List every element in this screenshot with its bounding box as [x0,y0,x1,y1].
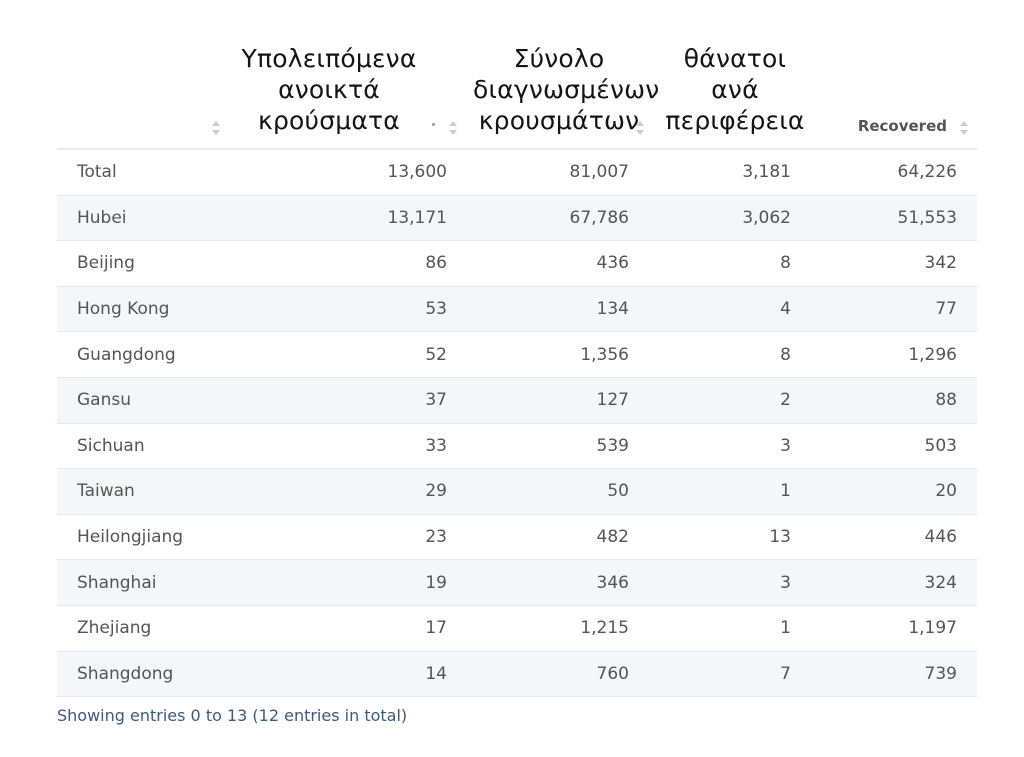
deaths-header-line: ανά [711,75,759,104]
total-cases-cell: 1,215 [463,605,645,652]
open-cases-cell: 23 [239,514,463,561]
total-cases-cell: 81,007 [463,149,645,196]
sort-icon[interactable] [448,120,458,136]
table-row: Guangdong 52 1,356 8 1,296 [57,331,977,378]
open-cases-cell: 14 [239,651,463,698]
table-row: Total 13,600 81,007 3,181 64,226 [57,149,977,196]
table-row: Shangdong 14 760 7 739 [57,651,977,698]
recovered-cell: 446 [825,514,977,561]
table-row: Gansu 37 127 2 88 [57,377,977,424]
region-cell: Shanghai [57,559,239,606]
open-cases-cell: 53 [239,286,463,333]
open-cases-header-line: ανοικτά [278,75,380,104]
sort-icon[interactable] [959,120,969,136]
deaths-cell: 2 [645,377,825,424]
table-row: Shanghai 19 346 3 324 [57,559,977,606]
table-row: Sichuan 33 539 3 503 [57,423,977,470]
recovered-cell: 77 [825,286,977,333]
open-cases-cell: 13,171 [239,195,463,242]
region-cell: Zhejiang [57,605,239,652]
total-cases-header-line: Σύνολο [513,44,605,73]
table-header-row: Υπολειπόμενα ανοικτά κρούσματα Σύνολο δι… [57,14,977,150]
region-cell: Hong Kong [57,286,239,333]
total-cases-cell: 50 [463,468,645,515]
table-row: Taiwan 29 50 1 20 [57,468,977,515]
data-table-container: Υπολειπόμενα ανοικτά κρούσματα Σύνολο δι… [57,14,977,698]
deaths-cell: 13 [645,514,825,561]
deaths-cell: 8 [645,240,825,287]
total-cases-cell: 346 [463,559,645,606]
region-cell: Beijing [57,240,239,287]
region-cell: Sichuan [57,423,239,470]
table-row: Hubei 13,171 67,786 3,062 51,553 [57,195,977,242]
deaths-cell: 7 [645,651,825,698]
total-cases-cell: 482 [463,514,645,561]
recovered-header-label: Recovered [857,117,947,135]
recovered-cell: 342 [825,240,977,287]
table-row: Hong Kong 53 134 4 77 [57,286,977,333]
sort-icon[interactable] [211,120,221,136]
deaths-cell: 3,062 [645,195,825,242]
open-cases-cell: 33 [239,423,463,470]
sort-icon[interactable] [635,120,645,136]
open-cases-header-line: κρούσματα [258,106,400,135]
table-info-text: Showing entries 0 to 13 (12 entries in t… [57,706,408,725]
deaths-cell: 1 [645,605,825,652]
recovered-cell: 51,553 [825,195,977,242]
table-body: Total 13,600 81,007 3,181 64,226 Hubei 13,171 6… [57,149,977,698]
deaths-cell: 3 [645,559,825,606]
region-cell: Taiwan [57,468,239,515]
deaths-cell: 8 [645,331,825,378]
recovered-cell: 1,197 [825,605,977,652]
column-header-total-cases[interactable]: Σύνολο διαγνωσμένων κρουσμάτων [463,14,660,150]
recovered-cell: 503 [825,423,977,470]
total-cases-cell: 127 [463,377,645,424]
recovered-cell: 1,296 [825,331,977,378]
deaths-cell: 3,181 [645,149,825,196]
open-cases-cell: 13,600 [239,149,463,196]
total-cases-cell: 134 [463,286,645,333]
total-cases-header-line: διαγνωσμένων [473,75,660,104]
open-cases-cell: 86 [239,240,463,287]
region-cell: Shangdong [57,651,239,698]
total-cases-cell: 1,356 [463,331,645,378]
total-cases-cell: 67,786 [463,195,645,242]
total-cases-cell: 760 [463,651,645,698]
region-cell: Heilongjiang [57,514,239,561]
region-cell: Gansu [57,377,239,424]
table-row: Zhejiang 17 1,215 1 1,197 [57,605,977,652]
recovered-cell: 88 [825,377,977,424]
recovered-cell: 739 [825,651,977,698]
column-header-recovered[interactable]: Recovered [825,14,977,150]
open-cases-cell: 52 [239,331,463,378]
total-cases-cell: 436 [463,240,645,287]
deaths-cell: 3 [645,423,825,470]
table-row: Beijing 86 436 8 342 [57,240,977,287]
open-cases-cell: 29 [239,468,463,515]
deaths-cell: 1 [645,468,825,515]
open-cases-cell: 17 [239,605,463,652]
deaths-header-line: περιφέρεια [665,106,805,135]
recovered-cell: 324 [825,559,977,606]
column-header-open-cases[interactable]: Υπολειπόμενα ανοικτά κρούσματα [239,14,463,150]
region-cell: Hubei [57,195,239,242]
column-header-region[interactable] [57,14,239,150]
deaths-cell: 4 [645,286,825,333]
region-cell: Total [57,149,239,196]
region-cell: Guangdong [57,331,239,378]
deaths-header-line: θάνατοι [683,44,787,73]
column-header-deaths[interactable]: θάνατοι ανά περιφέρεια [636,14,825,150]
open-cases-cell: 37 [239,377,463,424]
table-row: Heilongjiang 23 482 13 446 [57,514,977,561]
open-cases-header-line: Υπολειπόμενα [241,44,417,73]
recovered-cell: 64,226 [825,149,977,196]
total-cases-cell: 539 [463,423,645,470]
dot-mark [432,123,435,126]
open-cases-cell: 19 [239,559,463,606]
recovered-cell: 20 [825,468,977,515]
total-cases-header-line: κρουσμάτων [478,106,640,135]
cases-table: Υπολειπόμενα ανοικτά κρούσματα Σύνολο δι… [57,14,977,698]
